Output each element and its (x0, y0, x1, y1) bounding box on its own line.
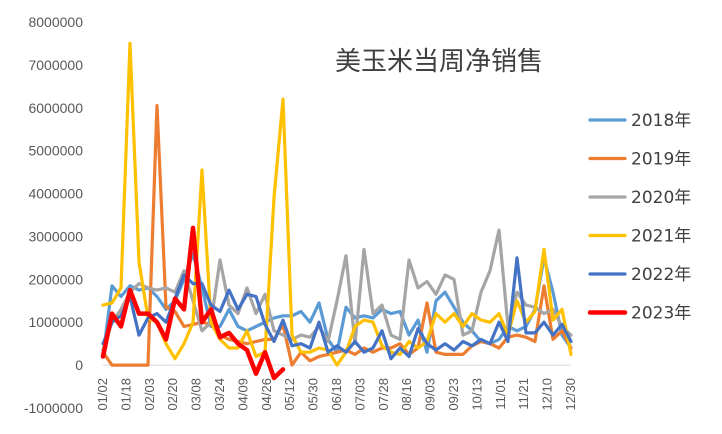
x-tick-label: 07/28 (376, 378, 391, 411)
x-tick-label: 10/13 (469, 378, 484, 411)
y-tick-label: 3000000 (28, 228, 83, 244)
x-tick-label: 01/18 (118, 378, 133, 411)
x-tick-label: 05/12 (282, 378, 297, 411)
y-tick-label: -1000000 (24, 400, 83, 416)
series-line-6 (100, 225, 286, 381)
x-tick-label: 02/20 (165, 378, 180, 411)
series-line-5 (101, 256, 573, 361)
x-tick-label: 07/03 (352, 378, 367, 411)
x-tick-label: 05/30 (306, 378, 321, 411)
legend-label: 2023年 (631, 304, 691, 324)
y-tick-label: 6000000 (28, 100, 83, 116)
y-tick-label: 0 (75, 357, 83, 373)
legend-label: 2019年 (631, 150, 691, 170)
x-tick-label: 03/24 (212, 378, 227, 411)
x-tick-label: 03/08 (189, 378, 204, 411)
x-axis-tick-labels: 01/02 01/18 02/03 02/20 03/08 03/24 04/09 04/26… (95, 378, 578, 411)
y-tick-label: 5000000 (28, 143, 83, 159)
x-tick-label: 12/30 (563, 378, 578, 411)
x-tick-label: 04/09 (235, 378, 250, 411)
x-tick-label: 12/10 (540, 378, 555, 411)
x-tick-label: 08/16 (399, 378, 414, 411)
legend-label: 2020年 (631, 188, 691, 208)
x-tick-label: 09/03 (423, 378, 438, 411)
x-tick-label: 06/18 (329, 378, 344, 411)
chart-title: 美玉米当周净销售 (335, 47, 543, 77)
legend-label: 2021年 (631, 227, 691, 247)
x-tick-label: 04/26 (259, 378, 274, 411)
y-tick-label: 1000000 (28, 314, 83, 330)
x-tick-label: 09/23 (446, 378, 461, 411)
x-tick-label: 01/02 (95, 378, 110, 411)
y-axis-tick-labels: -1000000 0 1000000 2000000 3000000 4000000 500… (24, 14, 83, 416)
series-lines (100, 41, 573, 381)
y-tick-label: 4000000 (28, 186, 83, 202)
y-tick-label: 2000000 (28, 271, 83, 287)
series-line-4 (101, 41, 573, 367)
series-line-2 (101, 103, 573, 367)
x-tick-label: 11/21 (516, 378, 531, 410)
x-tick-label: 02/03 (142, 378, 157, 411)
series-line-3 (101, 228, 573, 352)
y-tick-label: 8000000 (28, 14, 83, 30)
y-tick-label: 7000000 (28, 57, 83, 73)
legend-label: 2018年 (631, 111, 691, 131)
x-tick-label: 11/01 (493, 378, 508, 410)
legend: 2018年 2019年 2020年 2021年 2022年 2023年 (587, 111, 691, 324)
legend-label: 2022年 (631, 265, 691, 285)
